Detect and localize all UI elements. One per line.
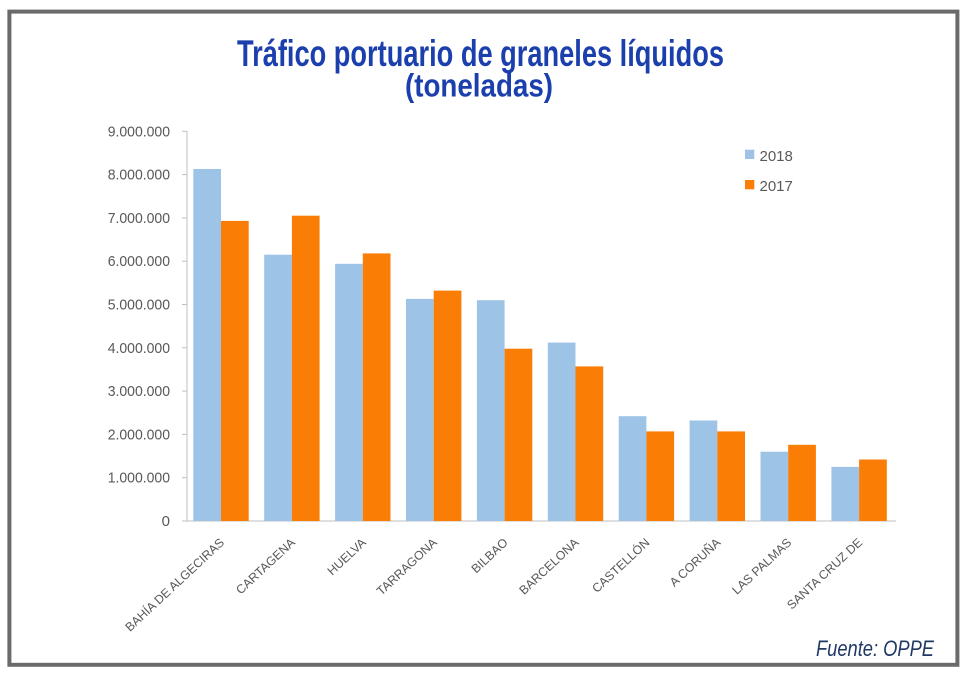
svg-text:5.000.000: 5.000.000 <box>108 297 170 314</box>
svg-text:8.000.000: 8.000.000 <box>108 167 170 184</box>
svg-text:2.000.000: 2.000.000 <box>108 426 170 443</box>
svg-text:6.000.000: 6.000.000 <box>108 253 170 270</box>
svg-text:1.000.000: 1.000.000 <box>108 470 170 487</box>
svg-text:4.000.000: 4.000.000 <box>108 340 170 357</box>
svg-text:Fuente: OPPE: Fuente: OPPE <box>816 636 934 661</box>
svg-text:2018: 2018 <box>760 148 793 165</box>
svg-text:3.000.000: 3.000.000 <box>108 383 170 400</box>
svg-text:9.000.000: 9.000.000 <box>108 123 170 140</box>
svg-text:0: 0 <box>162 513 170 530</box>
svg-text:(toneladas): (toneladas) <box>405 68 553 104</box>
svg-text:Tráfico portuario de graneles: Tráfico portuario de graneles líquidos <box>237 33 724 74</box>
svg-text:7.000.000: 7.000.000 <box>108 210 170 227</box>
svg-text:2017: 2017 <box>760 178 793 195</box>
